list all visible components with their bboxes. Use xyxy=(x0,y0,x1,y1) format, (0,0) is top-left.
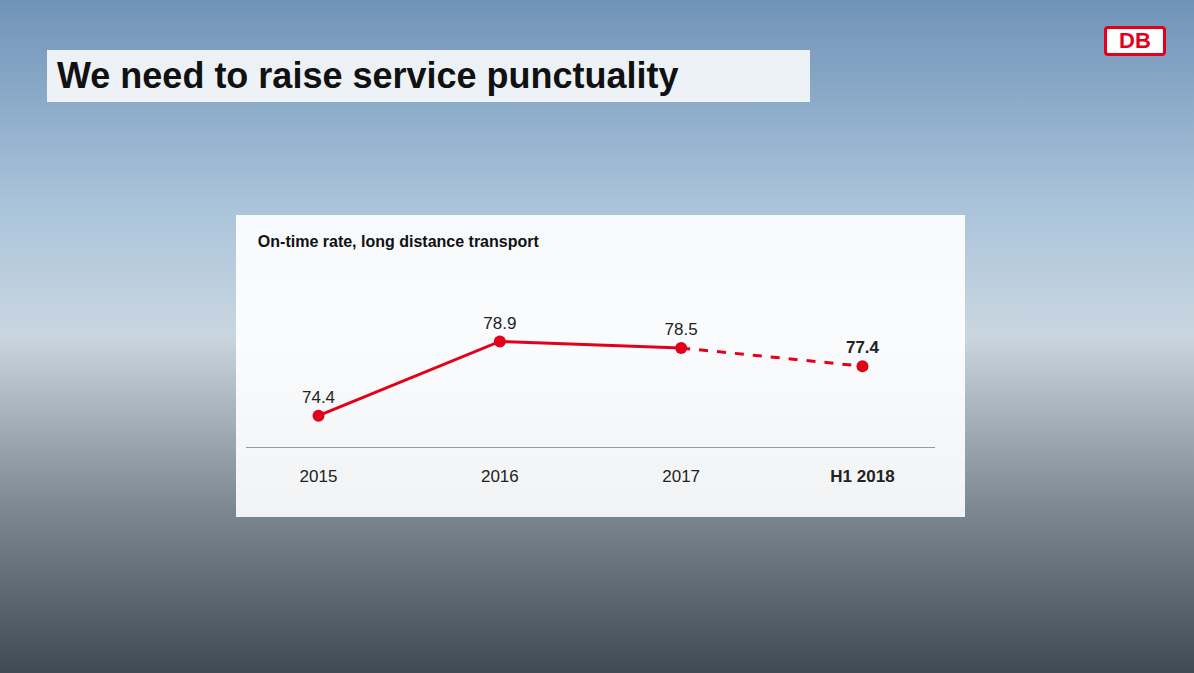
svg-text:2016: 2016 xyxy=(481,467,519,486)
svg-text:74.4: 74.4 xyxy=(302,388,335,407)
svg-text:H1 2018: H1 2018 xyxy=(830,467,894,486)
svg-text:2017: 2017 xyxy=(662,467,700,486)
svg-text:2015: 2015 xyxy=(300,467,338,486)
svg-text:78.9: 78.9 xyxy=(483,314,516,333)
svg-text:On-time rate, long distance tr: On-time rate, long distance transport xyxy=(258,233,540,250)
html-text:DB: DB xyxy=(1119,28,1151,53)
html-text:We need to raise service punct: We need to raise service punctuality xyxy=(57,55,679,96)
svg-text:77.4: 77.4 xyxy=(846,338,880,357)
svg-text:78.5: 78.5 xyxy=(665,320,698,339)
